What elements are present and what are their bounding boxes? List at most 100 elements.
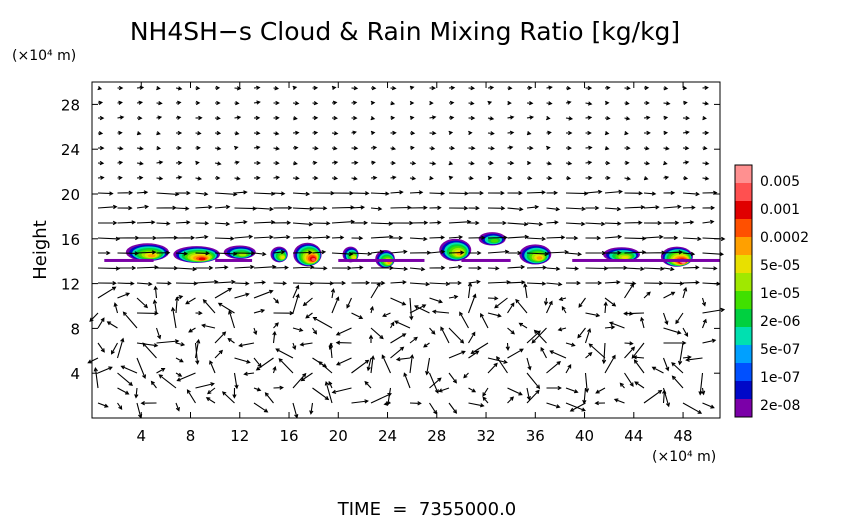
wind-arrow (470, 342, 489, 355)
wind-arrow (351, 280, 371, 285)
wind-arrow (370, 85, 377, 91)
wind-arrow (278, 358, 294, 374)
wind-arrow (604, 325, 616, 330)
wind-arrow (195, 265, 214, 271)
wind-arrow (468, 101, 475, 106)
wind-arrow (195, 100, 201, 106)
wind-arrow (390, 249, 408, 254)
wind-arrow (663, 220, 680, 225)
wind-arrow (546, 360, 561, 374)
wind-arrow (253, 191, 276, 196)
wind-arrow (604, 130, 610, 136)
wind-arrow (369, 305, 374, 314)
wind-arrow (156, 160, 164, 165)
wind-arrow (117, 402, 123, 410)
wind-arrow (351, 100, 358, 105)
wind-arrow (292, 250, 313, 255)
wind-arrow (381, 354, 392, 374)
wind-arrow (643, 161, 651, 166)
wind-arrow (526, 281, 547, 286)
wind-arrow (111, 342, 118, 355)
wind-arrow (682, 220, 695, 225)
x-tick-label: 40 (575, 427, 594, 445)
wind-arrow (253, 115, 261, 121)
wind-arrow (682, 191, 700, 197)
wind-arrow (409, 130, 416, 136)
wind-arrow (409, 336, 418, 344)
wind-arrow (205, 397, 216, 404)
wind-arrow (682, 130, 690, 135)
colorbar-label: 0.001 (760, 202, 800, 218)
wind-arrow (106, 321, 118, 329)
wind-arrow (468, 205, 480, 211)
wind-arrow (136, 161, 144, 166)
wind-arrow (273, 86, 280, 91)
wind-arrow (175, 115, 182, 120)
wind-arrow (390, 205, 412, 210)
wind-arrow (702, 101, 710, 106)
wind-arrow (643, 234, 664, 240)
cloud-contour (311, 257, 316, 262)
wind-arrow (468, 387, 477, 393)
wind-arrow (156, 339, 180, 344)
wind-arrow (409, 145, 415, 151)
wind-arrow (176, 145, 182, 151)
wind-arrow (136, 281, 153, 287)
wind-arrow (312, 191, 335, 196)
wind-arrow (136, 311, 159, 316)
wind-arrow (175, 220, 191, 225)
wind-arrow (429, 297, 443, 304)
wind-arrow (702, 338, 717, 344)
wind-arrow (214, 279, 236, 285)
wind-arrow (292, 116, 298, 121)
wind-arrow (156, 281, 172, 286)
wind-arrow (546, 85, 553, 90)
wind-arrow (324, 381, 333, 404)
wind-arrow (565, 364, 572, 374)
wind-arrow (448, 372, 457, 384)
wind-arrow (624, 101, 630, 106)
wind-arrow (370, 100, 376, 106)
wind-arrow (214, 116, 221, 121)
colorbar-frame (734, 164, 753, 418)
wind-arrow (273, 191, 286, 196)
wind-arrow (234, 176, 241, 181)
wind-arrow (682, 115, 690, 121)
wind-arrow (604, 146, 610, 151)
wind-arrow (214, 287, 233, 299)
wind-arrow (468, 250, 482, 256)
wind-arrow (156, 266, 179, 271)
wind-arrow (487, 362, 498, 374)
wind-arrow (97, 317, 105, 329)
wind-arrow (526, 251, 550, 257)
wind-arrow (487, 206, 506, 211)
wind-arrow (156, 235, 179, 240)
colorbar-swatch (735, 327, 752, 345)
wind-arrow (292, 402, 299, 419)
wind-arrow (175, 266, 198, 272)
wind-arrow (585, 101, 593, 106)
wind-arrow (351, 176, 358, 181)
wind-arrow (604, 116, 611, 121)
wind-arrow (234, 264, 255, 270)
wind-arrow (546, 402, 561, 409)
wind-arrow (195, 279, 219, 285)
wind-arrow (312, 327, 318, 335)
wind-arrow (368, 334, 374, 343)
wind-arrow (142, 342, 157, 359)
wind-arrow (624, 176, 632, 181)
wind-arrow (175, 206, 190, 211)
wind-arrow (585, 130, 592, 136)
wind-arrow (186, 389, 196, 404)
wind-arrow (214, 331, 227, 344)
wind-arrow (351, 265, 364, 270)
wind-arrow (468, 85, 476, 91)
wind-arrow (331, 235, 345, 240)
wind-arrow (312, 206, 328, 211)
colorbar-label: 2e-08 (760, 398, 800, 414)
wind-arrow (526, 221, 544, 227)
wind-arrow (546, 190, 559, 195)
wind-arrow (546, 282, 563, 287)
wind-arrow (201, 323, 216, 329)
wind-arrow (156, 250, 171, 255)
